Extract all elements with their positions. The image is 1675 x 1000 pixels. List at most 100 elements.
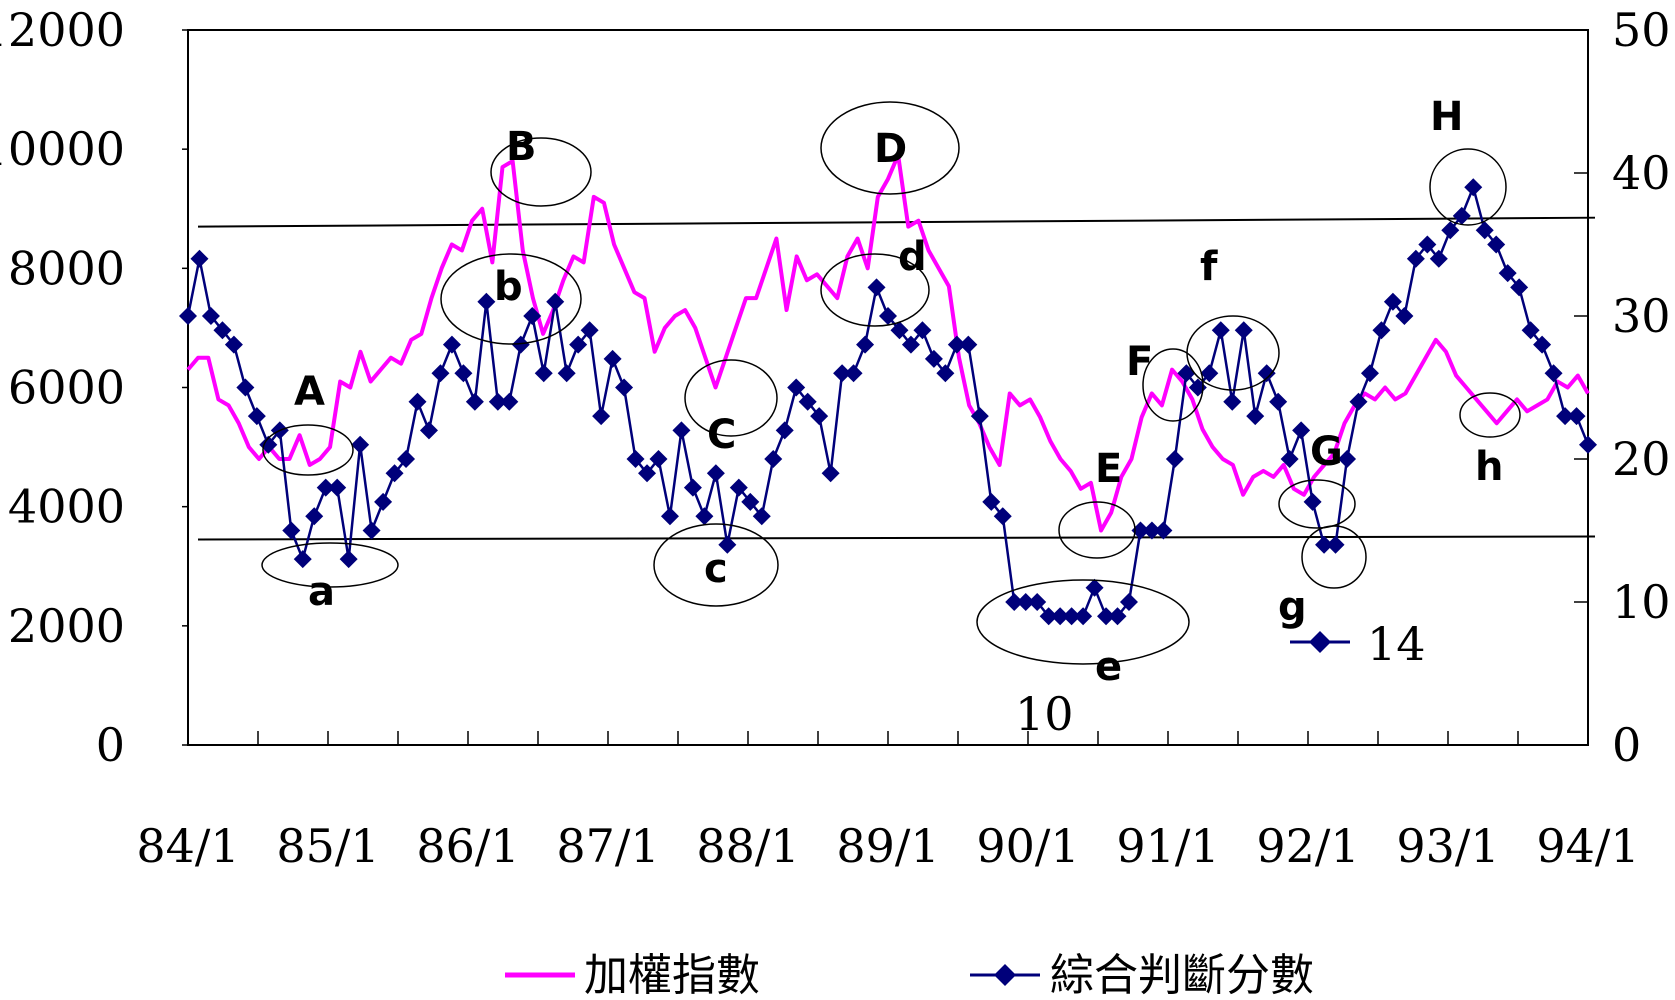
data-point (1360, 364, 1379, 383)
data-point (442, 335, 461, 354)
data-point (1119, 593, 1138, 611)
data-point (236, 378, 255, 397)
data-point (1556, 407, 1575, 426)
data-point (1269, 392, 1288, 411)
data-point (1257, 364, 1276, 383)
data-point (408, 392, 427, 411)
y-right-tick-label: 30 (1612, 289, 1671, 343)
data-point (1521, 321, 1540, 340)
data-point (970, 407, 989, 426)
data-point (1338, 450, 1357, 468)
data-point (810, 407, 829, 426)
ellipse-C (684, 359, 778, 437)
data-point (1406, 249, 1425, 268)
ellipse-c (653, 523, 779, 607)
data-point (649, 450, 668, 468)
label-G: G (1310, 429, 1343, 475)
data-point (1062, 607, 1081, 626)
data-point (1429, 249, 1448, 268)
x-tick-label: 84/1 (136, 819, 239, 873)
data-point (615, 378, 634, 397)
data-point (385, 464, 404, 483)
label-E: E (1095, 446, 1122, 492)
reference-line (197, 535, 1596, 541)
x-tick-label: 86/1 (416, 819, 519, 873)
data-point (213, 321, 232, 340)
data-point (856, 335, 875, 354)
data-point (913, 321, 932, 340)
data-point (1418, 235, 1437, 254)
label-D: D (874, 126, 907, 172)
data-point (316, 478, 335, 497)
data-point (959, 335, 978, 354)
y-right-tick-label: 50 (1612, 3, 1671, 57)
data-point (1097, 607, 1116, 626)
y-right-tick-label: 0 (1612, 718, 1641, 772)
data-point (511, 335, 530, 354)
data-point (190, 249, 209, 268)
data-point (339, 550, 358, 569)
data-point (1085, 578, 1104, 597)
data-point (1395, 307, 1414, 325)
data-point (1223, 392, 1242, 411)
data-point (729, 478, 748, 497)
data-point (477, 292, 496, 311)
data-point (1074, 607, 1093, 626)
ellipse-B (490, 137, 592, 207)
data-point (500, 392, 519, 411)
ellipse-E (1058, 501, 1136, 559)
y-axis-right: 0 10 20 30 40 50 (1574, 3, 1671, 772)
data-point (1292, 421, 1311, 440)
data-point (672, 421, 691, 440)
data-point (706, 464, 725, 483)
ellipse-D (820, 101, 960, 195)
ellipse-F (1142, 348, 1204, 422)
ellipse-e (976, 579, 1190, 665)
data-point (901, 335, 920, 354)
label-B: B (506, 124, 537, 170)
ellipse-b (440, 253, 582, 345)
data-point (775, 421, 794, 440)
data-point (580, 321, 599, 340)
data-point (201, 307, 220, 325)
ellipse-a (261, 542, 399, 588)
data-point (787, 378, 806, 397)
legend-label-taiex: 加權指數 (584, 950, 760, 1000)
label-d: d (898, 234, 927, 280)
data-point (419, 421, 438, 440)
data-point (1487, 235, 1506, 254)
x-tick-label: 90/1 (976, 819, 1079, 873)
label-A: A (294, 369, 325, 415)
data-point (1303, 492, 1322, 511)
y-left-tick-label: 10000 (0, 122, 125, 176)
data-point (924, 349, 943, 368)
x-tick-label: 94/1 (1536, 819, 1639, 873)
data-point (1165, 450, 1184, 468)
data-point (1498, 264, 1517, 283)
data-point (1464, 178, 1483, 197)
data-point (1349, 392, 1368, 411)
data-point (1533, 335, 1552, 354)
label-g: g (1278, 584, 1307, 630)
data-point (293, 550, 312, 569)
x-tick-label: 89/1 (836, 819, 939, 873)
data-point (1452, 206, 1471, 225)
y-left-tick-label: 8000 (8, 241, 125, 295)
reference-line (197, 216, 1596, 228)
data-point (947, 335, 966, 354)
x-tick-label: 88/1 (696, 819, 799, 873)
marker-14-callout: 14 (1290, 617, 1426, 671)
data-point (465, 392, 484, 411)
annotation-ellipses (261, 101, 1521, 665)
data-point (752, 507, 771, 526)
data-point (879, 307, 897, 325)
data-point (1383, 292, 1402, 311)
label-h: h (1475, 444, 1503, 490)
data-point (936, 364, 955, 383)
x-tick-label: 87/1 (556, 819, 659, 873)
y-axis-left: 0 2000 4000 6000 8000 10000 12000 (0, 3, 188, 772)
data-point (764, 450, 783, 468)
data-point (397, 450, 416, 468)
y-left-tick-label: 2000 (8, 599, 125, 653)
data-point (1051, 607, 1070, 626)
